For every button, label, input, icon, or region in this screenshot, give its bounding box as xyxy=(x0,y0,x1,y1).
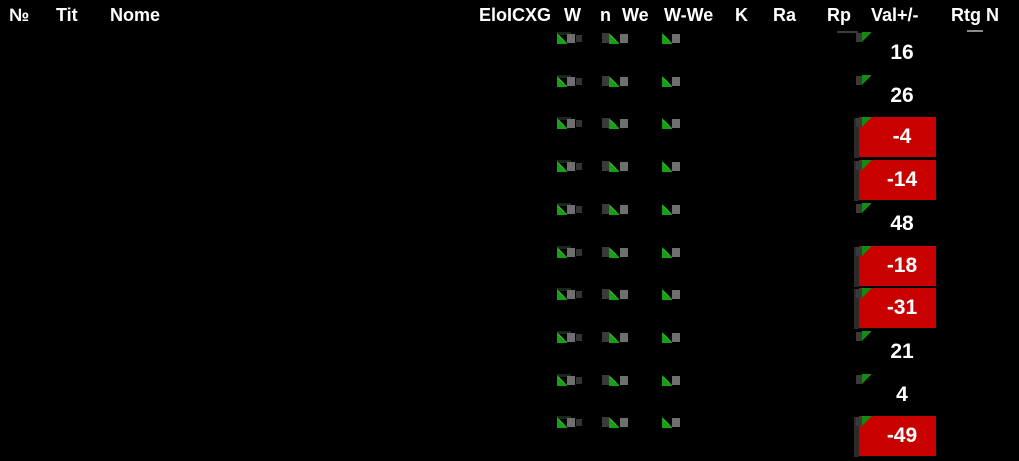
cell-indicator-icon xyxy=(557,374,583,388)
val-left-strip xyxy=(854,161,859,201)
table-row: 16 xyxy=(0,32,1019,75)
table-row: -18 xyxy=(0,246,1019,289)
val-cell[interactable]: -31 xyxy=(856,288,936,330)
table-row: 48 xyxy=(0,203,1019,246)
cell-indicator-icon xyxy=(662,203,688,217)
val-left-strip xyxy=(854,118,859,158)
cell-flag-icon xyxy=(856,160,872,171)
column-header-val[interactable]: Val+/- xyxy=(871,5,919,25)
val-text: -49 xyxy=(886,424,918,447)
cell-indicator-icon xyxy=(602,117,630,131)
cell-indicator-icon xyxy=(602,246,630,260)
cell-indicator-icon xyxy=(557,160,583,174)
val-left-strip xyxy=(854,247,859,287)
column-header-we[interactable]: We xyxy=(622,5,649,25)
cell-indicator-icon xyxy=(557,288,583,302)
cell-indicator-icon xyxy=(602,203,630,217)
column-header-k[interactable]: K xyxy=(735,5,748,25)
cell-flag-icon xyxy=(856,416,872,427)
column-header-tit[interactable]: Tit xyxy=(56,5,78,25)
column-header-number[interactable]: № xyxy=(9,5,30,25)
val-cell[interactable]: -49 xyxy=(856,416,936,458)
column-header-w-we[interactable]: W-We xyxy=(664,5,714,25)
column-header-n[interactable]: n xyxy=(600,5,611,25)
val-cell[interactable]: 4 xyxy=(856,374,936,416)
cell-indicator-icon xyxy=(557,117,583,131)
table-row: 21 xyxy=(0,331,1019,374)
cell-indicator-icon xyxy=(557,331,583,345)
table-row: 4 xyxy=(0,374,1019,417)
cell-flag-icon xyxy=(856,203,872,214)
cell-flag-icon xyxy=(856,288,872,299)
cell-flag-icon xyxy=(856,331,872,342)
val-text: -31 xyxy=(886,296,918,319)
column-header-ra[interactable]: Ra xyxy=(773,5,797,25)
column-header-w[interactable]: W xyxy=(564,5,581,25)
val-text: 26 xyxy=(890,84,914,107)
cell-indicator-icon xyxy=(662,374,688,388)
column-header-nome[interactable]: Nome xyxy=(110,5,161,25)
table-row: -4 xyxy=(0,117,1019,160)
cell-indicator-icon xyxy=(602,288,630,302)
cell-indicator-icon xyxy=(662,331,688,345)
cell-indicator-icon xyxy=(557,416,583,430)
cell-indicator-icon xyxy=(602,32,630,46)
column-header-rtg-n[interactable]: Rtg N xyxy=(951,5,999,25)
cell-flag-icon xyxy=(856,75,872,86)
val-cell[interactable]: -14 xyxy=(856,160,936,202)
cell-indicator-icon xyxy=(602,75,630,89)
cell-indicator-icon xyxy=(602,374,630,388)
cell-indicator-icon xyxy=(557,75,583,89)
column-header-elo[interactable]: EloICXG xyxy=(479,5,552,25)
rp-underline-divider xyxy=(837,31,858,33)
val-cell[interactable]: 48 xyxy=(856,203,936,245)
val-left-strip xyxy=(854,417,859,457)
val-cell[interactable]: 16 xyxy=(856,32,936,74)
cell-indicator-icon xyxy=(662,75,688,89)
cell-flag-icon xyxy=(856,374,872,385)
cell-indicator-icon xyxy=(602,416,630,430)
cell-flag-icon xyxy=(856,117,872,128)
table-row: -31 xyxy=(0,288,1019,331)
val-text: -14 xyxy=(886,168,918,191)
val-text: 21 xyxy=(890,340,914,363)
cell-flag-icon xyxy=(856,32,872,43)
val-cell[interactable]: 21 xyxy=(856,331,936,373)
table-row: -14 xyxy=(0,160,1019,203)
cell-flag-icon xyxy=(856,246,872,257)
cell-indicator-icon xyxy=(662,416,688,430)
cell-indicator-icon xyxy=(602,160,630,174)
cell-indicator-icon xyxy=(662,246,688,260)
val-text: 16 xyxy=(890,41,914,64)
cell-indicator-icon xyxy=(557,203,583,217)
val-cell[interactable]: 26 xyxy=(856,75,936,117)
val-left-strip xyxy=(854,289,859,329)
val-text: 48 xyxy=(890,212,914,235)
column-header-rp[interactable]: Rp xyxy=(827,5,851,25)
cell-indicator-icon xyxy=(557,32,583,46)
cell-indicator-icon xyxy=(662,160,688,174)
val-text: -18 xyxy=(886,254,918,277)
cell-indicator-icon xyxy=(602,331,630,345)
table-row: -49 xyxy=(0,416,1019,459)
val-text: -4 xyxy=(892,125,912,148)
cell-indicator-icon xyxy=(662,288,688,302)
val-cell[interactable]: -18 xyxy=(856,246,936,288)
cell-indicator-icon xyxy=(557,246,583,260)
cell-indicator-icon xyxy=(662,32,688,46)
val-cell[interactable]: -4 xyxy=(856,117,936,159)
table-row: 26 xyxy=(0,75,1019,118)
rtg-underline-divider xyxy=(967,30,983,32)
cell-indicator-icon xyxy=(662,117,688,131)
val-text: 4 xyxy=(896,383,908,406)
